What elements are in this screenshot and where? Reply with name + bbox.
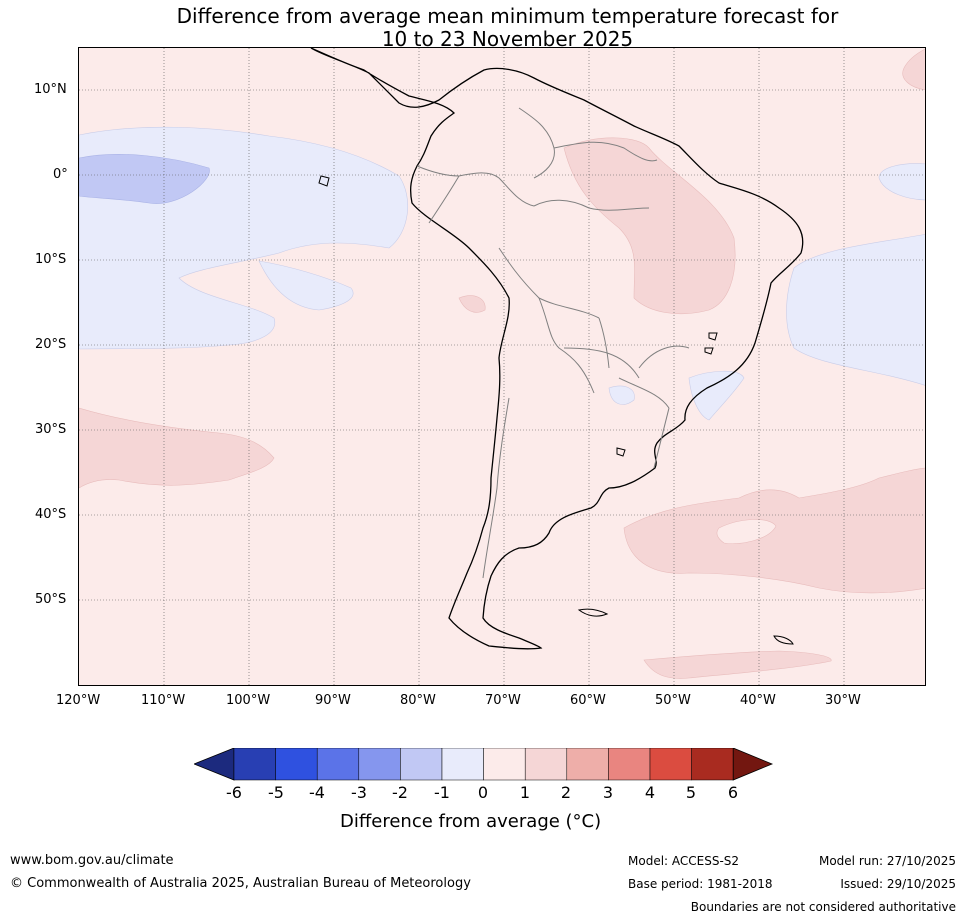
colorbar-swatch <box>316 747 360 781</box>
country-borders <box>416 107 690 579</box>
negative-anomaly-pacific-2 <box>258 260 354 311</box>
negative-anomaly-atlantic-north <box>878 163 925 201</box>
colorbar-tick: -6 <box>226 783 242 802</box>
model-text: Model: ACCESS-S2 <box>628 854 740 868</box>
colorbar-swatch <box>400 747 443 781</box>
positive-anomaly-pacific-south <box>79 407 275 489</box>
south-america-coastline <box>310 48 804 650</box>
base-period-text: Base period: 1981-2018 <box>628 877 773 891</box>
lon-label-50w: 50°W <box>655 693 691 708</box>
positive-anomaly-amazon <box>563 137 736 315</box>
positive-anomaly-east-pacific <box>458 295 486 313</box>
lat-label-40s: 40°S <box>35 507 67 522</box>
colorbar-tick: 5 <box>685 783 697 802</box>
colorbar-swatches <box>192 747 774 781</box>
positive-anomaly-south-atlantic <box>623 467 925 594</box>
title-line-1: Difference from average mean minimum tem… <box>176 4 839 28</box>
lat-label-50s: 50°S <box>35 592 67 607</box>
lon-label-70w: 70°W <box>485 693 521 708</box>
copyright-text: © Commonwealth of Australia 2025, Austra… <box>10 876 471 891</box>
lat-label-30s: 30°S <box>35 422 67 437</box>
colorbar-swatch <box>441 747 484 781</box>
lat-label-20s: 20°S <box>35 337 67 352</box>
disclaimer-text: Boundaries are not considered authoritat… <box>690 900 956 914</box>
colorbar-swatch <box>608 747 651 781</box>
lon-label-120w: 120°W <box>56 693 101 708</box>
lon-label-100w: 100°W <box>226 693 271 708</box>
lat-label-10n: 10°N <box>34 82 67 97</box>
colorbar-tick: 2 <box>560 783 572 802</box>
map-title: Difference from average mean minimum tem… <box>0 5 965 51</box>
colorbar-swatch <box>524 747 568 781</box>
colorbar-tick: 4 <box>644 783 656 802</box>
map-panel <box>78 47 926 686</box>
colorbar-tick: 1 <box>519 783 531 802</box>
colorbar-tick: 6 <box>727 783 739 802</box>
website-link[interactable]: www.bom.gov.au/climate <box>10 853 174 868</box>
colorbar-swatch <box>649 747 692 781</box>
colorbar-swatch <box>275 747 318 781</box>
colorbar-swatch <box>483 747 526 781</box>
negative-anomaly-paraguay <box>608 385 635 405</box>
lon-label-60w: 60°W <box>570 693 606 708</box>
colorbar <box>192 747 774 786</box>
colorbar-label: Difference from average (°C) <box>340 811 602 832</box>
islands <box>318 175 794 645</box>
lon-label-40w: 40°W <box>740 693 776 708</box>
negative-anomaly-south-atlantic-hole <box>716 519 777 545</box>
colorbar-tick: -1 <box>434 783 450 802</box>
positive-anomaly-northeast <box>902 48 925 90</box>
colorbar-tick: -5 <box>268 783 284 802</box>
colorbar-extend-low <box>192 747 235 781</box>
colorbar-tick: -4 <box>309 783 325 802</box>
anomaly-map <box>79 48 925 685</box>
lat-label-0: 0° <box>53 167 68 182</box>
title-line-2: 10 to 23 November 2025 <box>381 27 634 51</box>
graticule <box>79 48 925 685</box>
colorbar-swatch <box>691 747 734 781</box>
lon-label-90w: 90°W <box>315 693 351 708</box>
negative-anomaly-atlantic <box>786 234 925 386</box>
colorbar-tick: 0 <box>477 783 489 802</box>
lat-label-10s: 10°S <box>35 252 67 267</box>
issued-text: Issued: 29/10/2025 <box>840 877 956 891</box>
lon-label-80w: 80°W <box>400 693 436 708</box>
colorbar-swatch <box>358 747 401 781</box>
colorbar-swatch <box>233 747 276 781</box>
model-run-text: Model run: 27/10/2025 <box>818 854 956 868</box>
positive-anomaly-patagonia-sea <box>643 650 832 679</box>
lon-label-30w: 30°W <box>825 693 861 708</box>
lon-label-110w: 110°W <box>141 693 186 708</box>
colorbar-tick: -2 <box>392 783 408 802</box>
colorbar-tick: -3 <box>351 783 367 802</box>
colorbar-swatch <box>566 747 609 781</box>
colorbar-tick: 3 <box>602 783 614 802</box>
negative-anomaly-river-plate <box>688 370 745 421</box>
colorbar-extend-high <box>732 747 774 781</box>
strong-negative-anomaly <box>79 154 210 204</box>
